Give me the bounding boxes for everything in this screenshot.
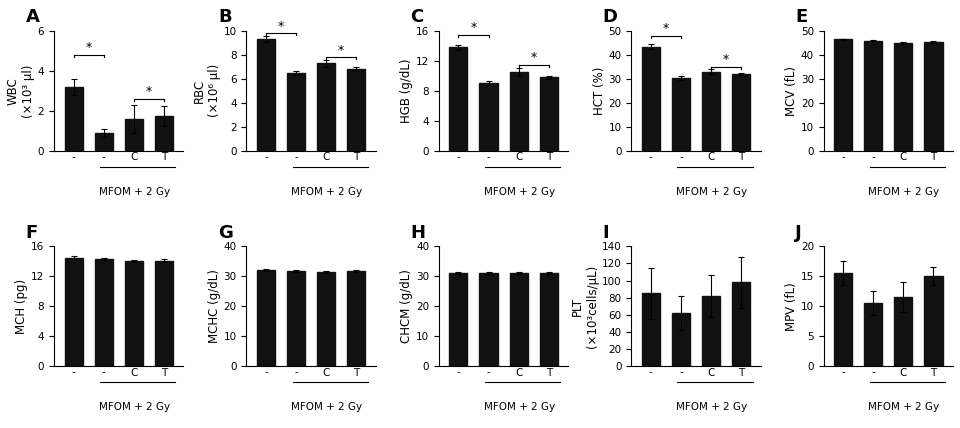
Bar <box>287 73 305 151</box>
Text: H: H <box>411 223 425 241</box>
Bar <box>672 313 690 366</box>
Bar <box>449 273 468 366</box>
Bar <box>924 276 943 366</box>
Text: MFOM + 2 Gy: MFOM + 2 Gy <box>99 187 170 196</box>
Y-axis label: RBC
(×10⁶ μl): RBC (×10⁶ μl) <box>193 64 221 117</box>
Text: MFOM + 2 Gy: MFOM + 2 Gy <box>99 402 170 412</box>
Text: I: I <box>603 223 610 241</box>
Text: J: J <box>795 223 802 241</box>
Y-axis label: MPV (fL): MPV (fL) <box>785 282 798 330</box>
Text: MFOM + 2 Gy: MFOM + 2 Gy <box>484 402 555 412</box>
Text: MFOM + 2 Gy: MFOM + 2 Gy <box>291 187 362 196</box>
Bar <box>155 116 173 151</box>
Text: MFOM + 2 Gy: MFOM + 2 Gy <box>291 402 362 412</box>
Bar <box>834 273 852 366</box>
Bar <box>95 259 112 366</box>
Bar <box>64 258 83 366</box>
Text: *: * <box>146 86 152 98</box>
Bar <box>287 271 305 366</box>
Bar <box>317 63 335 151</box>
Bar <box>895 297 912 366</box>
Text: G: G <box>218 223 233 241</box>
Text: *: * <box>338 44 345 57</box>
Text: D: D <box>603 8 618 26</box>
Text: MFOM + 2 Gy: MFOM + 2 Gy <box>869 402 940 412</box>
Bar <box>64 87 83 151</box>
Text: MFOM + 2 Gy: MFOM + 2 Gy <box>676 402 747 412</box>
Bar <box>642 47 660 151</box>
Y-axis label: HGB (g/dL): HGB (g/dL) <box>400 59 413 123</box>
Bar <box>672 77 690 151</box>
Y-axis label: MCHC (g/dL): MCHC (g/dL) <box>208 269 221 343</box>
Bar <box>348 271 366 366</box>
Bar <box>642 293 660 366</box>
Bar <box>257 270 276 366</box>
Text: *: * <box>85 42 92 54</box>
Bar <box>732 74 750 151</box>
Bar <box>479 83 497 151</box>
Y-axis label: WBC
(×10³ μl): WBC (×10³ μl) <box>7 64 35 118</box>
Bar <box>510 273 528 366</box>
Text: *: * <box>723 54 730 66</box>
Bar <box>540 77 558 151</box>
Bar <box>155 261 173 366</box>
Text: *: * <box>470 21 476 34</box>
Y-axis label: HCT (%): HCT (%) <box>592 67 606 115</box>
Bar <box>317 272 335 366</box>
Bar <box>834 39 852 151</box>
Bar <box>449 48 468 151</box>
Bar <box>732 282 750 366</box>
Bar <box>702 71 720 151</box>
Bar <box>257 39 276 151</box>
Y-axis label: MCV (fL): MCV (fL) <box>785 66 798 116</box>
Text: A: A <box>26 8 39 26</box>
Text: *: * <box>278 20 284 33</box>
Bar <box>348 69 366 151</box>
Bar <box>125 262 143 366</box>
Y-axis label: CHCM (g/dL): CHCM (g/dL) <box>400 269 413 343</box>
Text: *: * <box>531 51 537 64</box>
Bar <box>479 273 497 366</box>
Bar <box>864 303 882 366</box>
Bar <box>540 273 558 366</box>
Text: F: F <box>26 223 37 241</box>
Bar <box>895 43 912 151</box>
Text: MFOM + 2 Gy: MFOM + 2 Gy <box>869 187 940 196</box>
Text: MFOM + 2 Gy: MFOM + 2 Gy <box>484 187 555 196</box>
Y-axis label: MCH (pg): MCH (pg) <box>15 279 28 334</box>
Text: *: * <box>662 22 669 35</box>
Text: E: E <box>795 8 807 26</box>
Bar <box>864 41 882 151</box>
Bar <box>125 119 143 151</box>
Text: MFOM + 2 Gy: MFOM + 2 Gy <box>676 187 747 196</box>
Y-axis label: PLT
(×10³cells/μL): PLT (×10³cells/μL) <box>571 265 599 348</box>
Bar <box>95 133 112 151</box>
Text: B: B <box>218 8 231 26</box>
Bar <box>924 42 943 151</box>
Text: C: C <box>411 8 423 26</box>
Bar <box>510 72 528 151</box>
Bar <box>702 296 720 366</box>
